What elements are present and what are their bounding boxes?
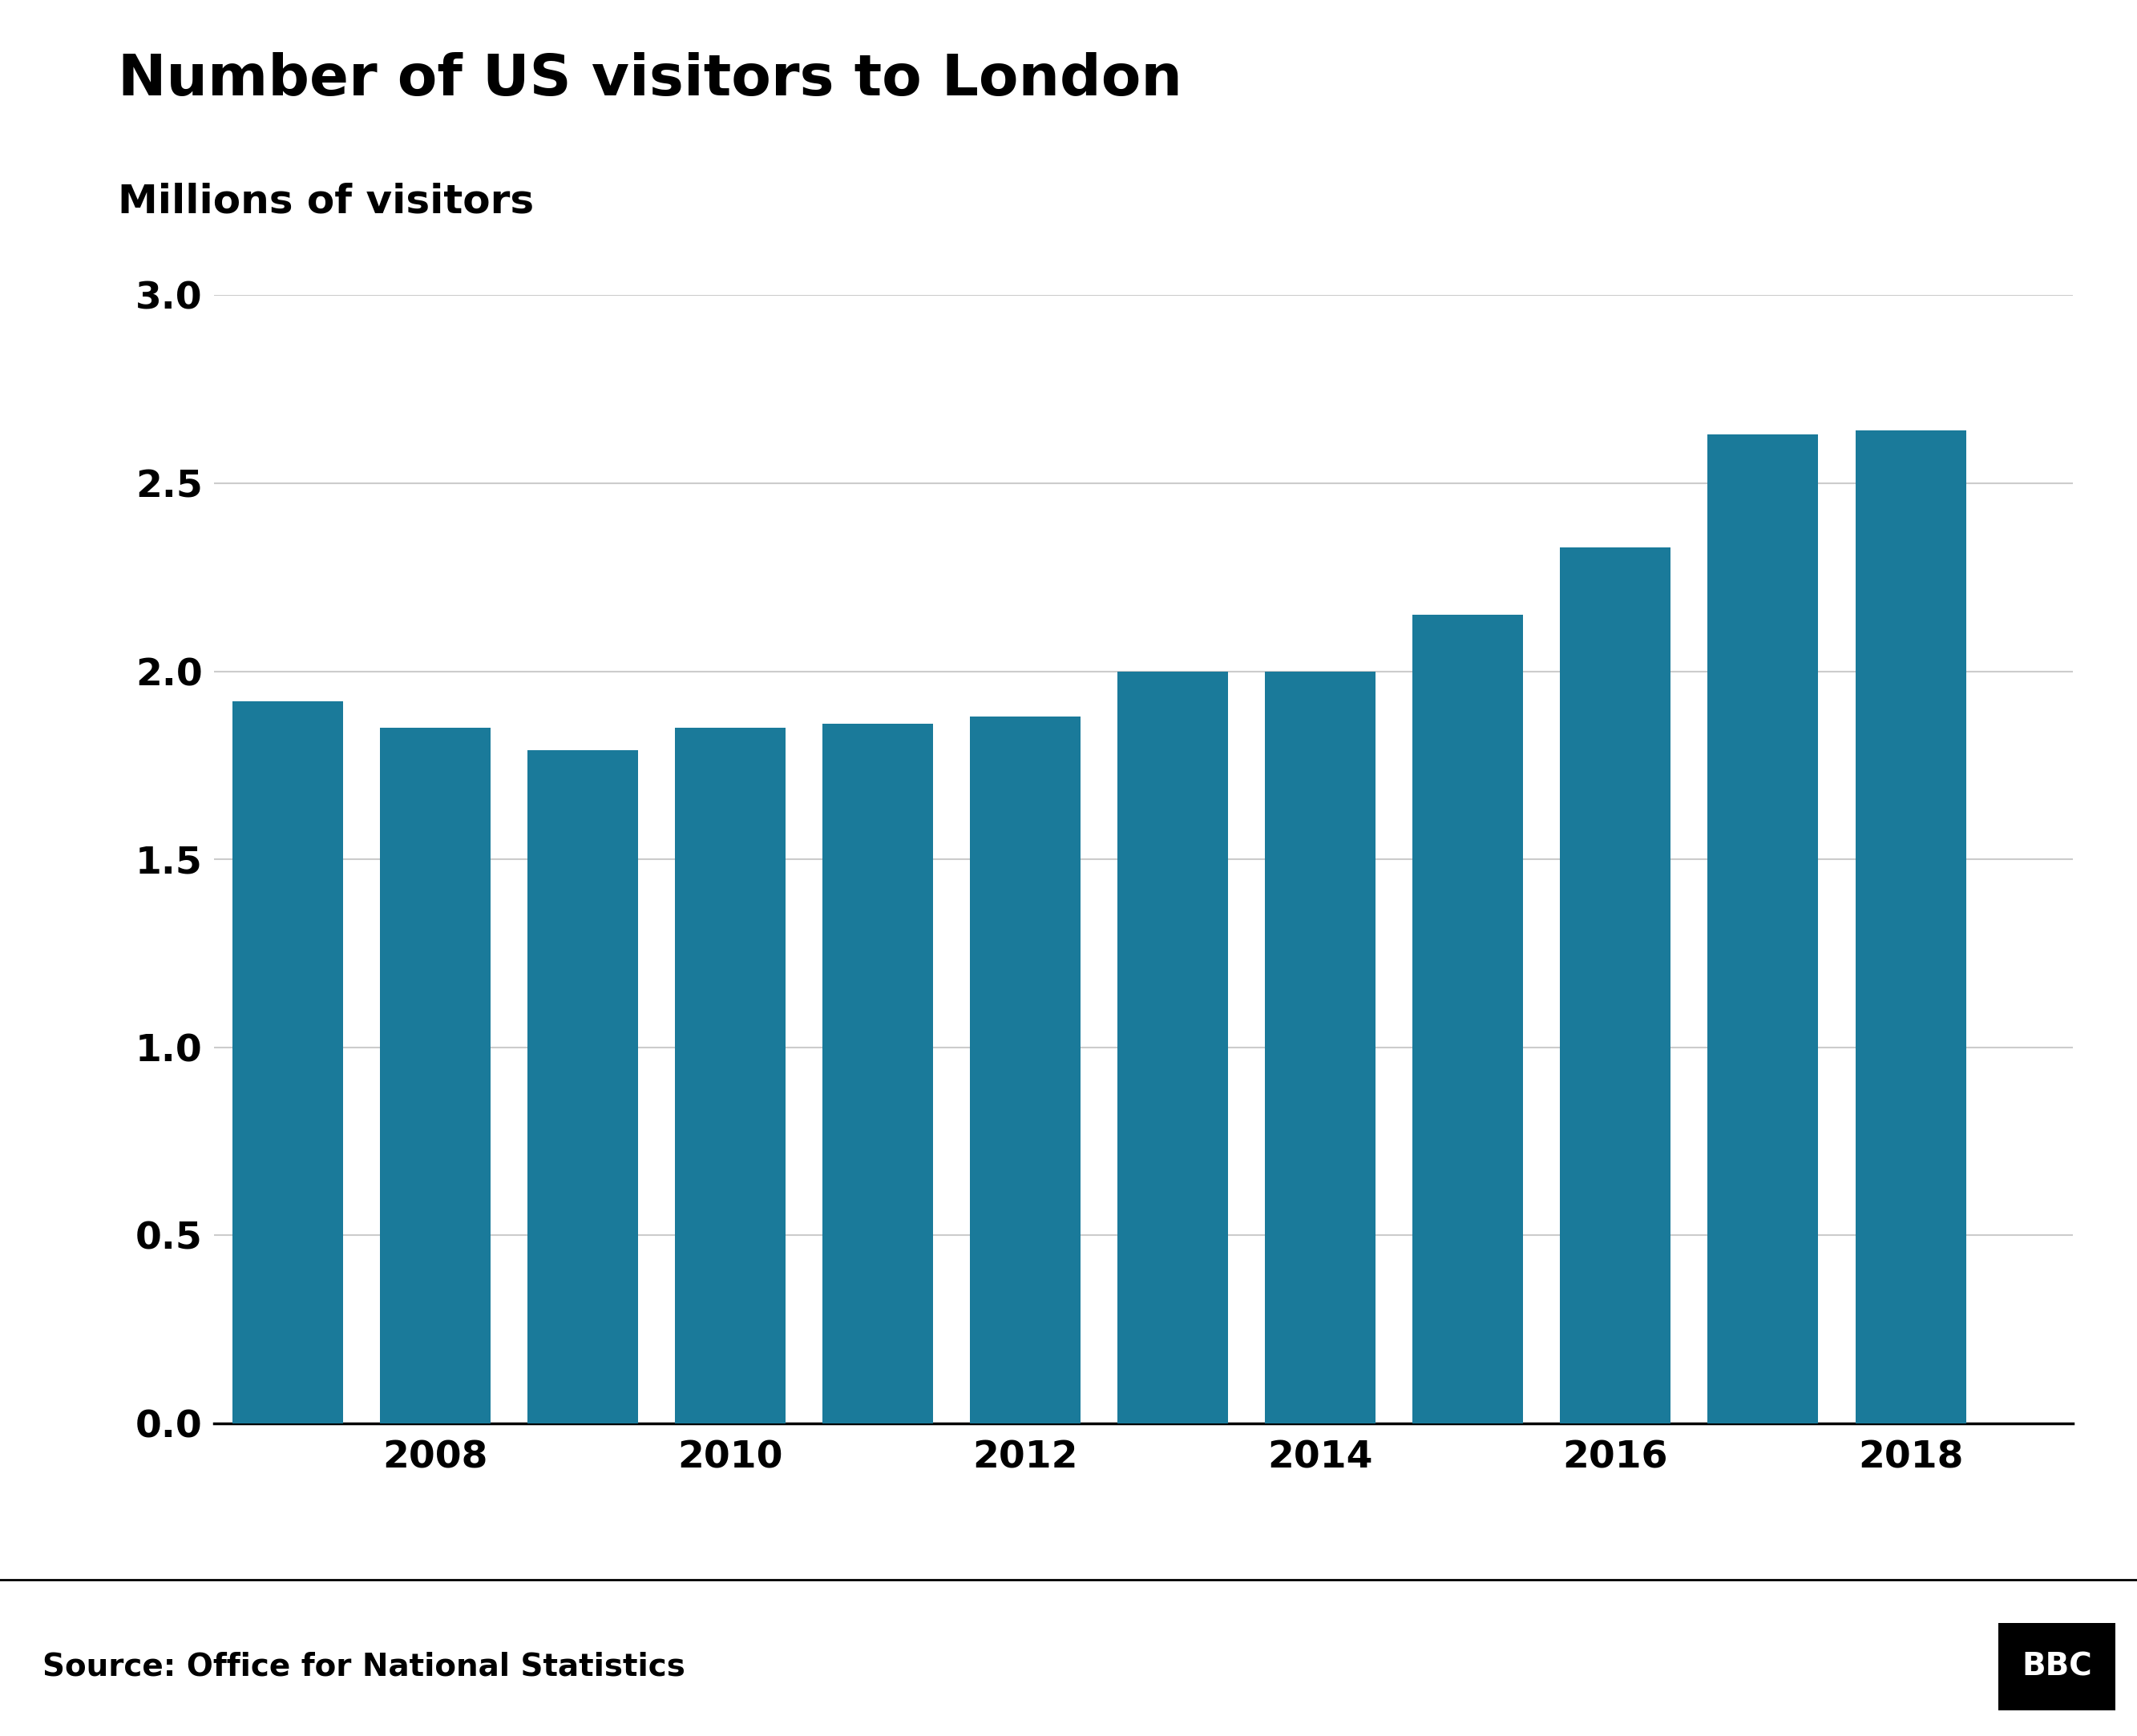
Bar: [1118, 672, 1229, 1424]
Bar: [823, 724, 934, 1424]
Bar: [528, 750, 639, 1424]
Bar: [380, 727, 489, 1424]
Bar: [1707, 434, 1819, 1424]
Bar: [1265, 672, 1376, 1424]
Bar: [233, 701, 342, 1424]
Bar: [1855, 431, 1966, 1424]
Text: BBC: BBC: [2022, 1651, 2092, 1682]
Text: Source: Office for National Statistics: Source: Office for National Statistics: [43, 1651, 686, 1682]
Text: Millions of visitors: Millions of visitors: [118, 182, 534, 220]
Text: Number of US visitors to London: Number of US visitors to London: [118, 52, 1182, 108]
Bar: [675, 727, 786, 1424]
Bar: [1413, 615, 1524, 1424]
Bar: [1560, 547, 1671, 1424]
Bar: [970, 717, 1081, 1424]
